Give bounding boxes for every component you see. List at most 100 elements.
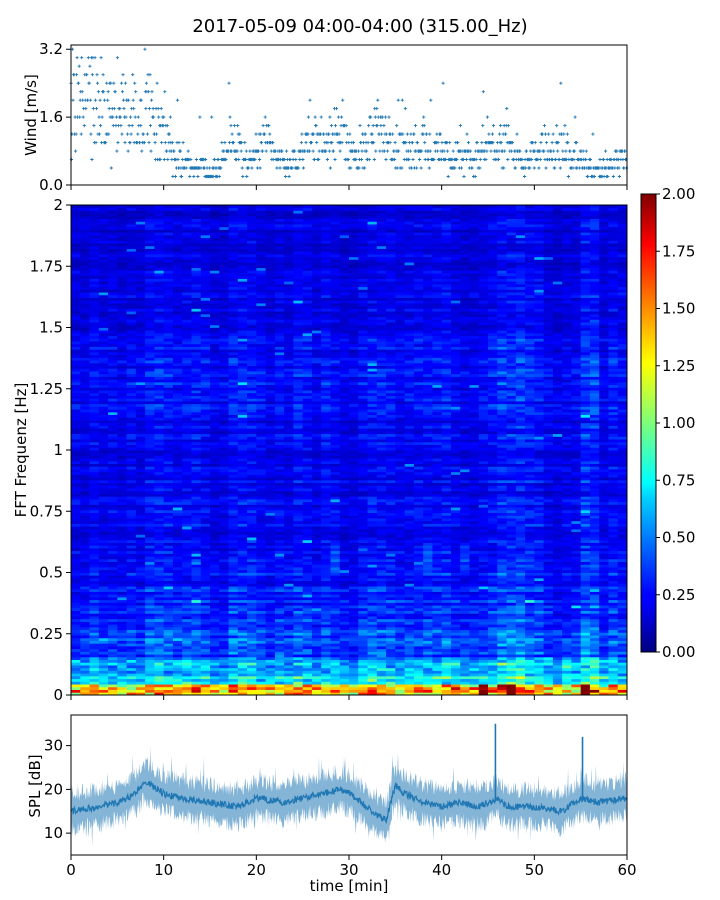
heatmap-cell: [432, 686, 443, 690]
heatmap-cell: [599, 572, 609, 576]
heatmap-cell: [478, 496, 489, 500]
heatmap-cell: [284, 583, 294, 587]
heatmap-cell: [506, 499, 517, 503]
heatmap-cell: [330, 518, 341, 522]
heatmap-cell: [589, 640, 600, 644]
heatmap-cell: [395, 591, 405, 595]
heatmap-cell: [562, 607, 572, 612]
heatmap-cell: [228, 678, 239, 682]
heatmap-cell: [441, 537, 452, 541]
heatmap-cell: [237, 670, 248, 674]
heatmap-cell: [256, 509, 266, 514]
heatmap-cell: [135, 523, 146, 527]
heatmap-cell: [98, 471, 109, 475]
heatmap-cell: [135, 520, 146, 524]
heatmap-cell: [608, 567, 619, 571]
heatmap-cell: [413, 621, 424, 625]
heatmap-cell: [126, 610, 137, 614]
heatmap-cell: [172, 637, 183, 641]
heatmap-cell: [321, 548, 331, 552]
heatmap-cell: [599, 485, 609, 489]
heatmap-cell: [256, 673, 266, 677]
heatmap-cell: [349, 618, 359, 622]
heatmap-cell: [358, 482, 368, 486]
heatmap-cell: [589, 662, 600, 666]
heatmap-cell: [89, 548, 100, 552]
heatmap-cell: [617, 616, 628, 620]
heatmap-cell: [237, 518, 248, 522]
heatmap-cell: [80, 545, 90, 549]
heatmap-cell: [228, 618, 239, 622]
heatmap-cell: [469, 499, 480, 503]
heatmap-cell: [339, 632, 350, 636]
heatmap-cell: [469, 613, 480, 617]
heatmap-cell: [80, 548, 90, 552]
heatmap-cell: [145, 640, 155, 644]
heatmap-cell: [311, 662, 322, 666]
heatmap-cell: [330, 572, 341, 576]
heatmap-cell: [284, 594, 294, 598]
heatmap-cell: [108, 659, 118, 663]
heatmap-cell: [80, 507, 90, 511]
heatmap-cell: [386, 588, 396, 592]
heatmap-cell: [404, 569, 415, 573]
heatmap-cell: [441, 567, 452, 571]
heatmap-cell: [367, 583, 378, 587]
heatmap-cell: [228, 626, 239, 631]
heatmap-cell: [210, 605, 220, 609]
heatmap-cell: [571, 654, 582, 658]
heatmap-cell: [311, 665, 322, 669]
heatmap-cell: [376, 577, 387, 582]
heatmap-cell: [571, 485, 582, 489]
heatmap-cell: [349, 567, 359, 571]
heatmap-cell: [543, 648, 554, 652]
heatmap-cell: [358, 692, 368, 696]
heatmap-cell: [172, 580, 183, 584]
heatmap-cell: [571, 626, 582, 631]
heatmap-cell: [358, 613, 368, 617]
heatmap-cell: [256, 542, 266, 546]
heatmap-cell: [413, 564, 424, 568]
heatmap-cell: [256, 488, 266, 492]
heatmap-cell: [145, 471, 155, 475]
heatmap-cell: [599, 659, 609, 663]
heatmap-cell: [589, 567, 600, 571]
heatmap-cell: [163, 479, 174, 484]
heatmap-cell: [274, 583, 285, 587]
heatmap-cell: [228, 471, 239, 475]
heatmap-cell: [543, 558, 554, 563]
heatmap-cell: [506, 493, 517, 497]
heatmap-cell: [460, 507, 470, 511]
heatmap-cell: [135, 531, 146, 535]
heatmap-cell: [562, 616, 572, 620]
heatmap-cell: [488, 656, 498, 661]
heatmap-cell: [117, 646, 127, 650]
heatmap-cell: [460, 545, 470, 549]
heatmap-cell: [469, 665, 480, 669]
heatmap-cell: [339, 605, 350, 609]
heatmap-cell: [589, 607, 600, 612]
heatmap-cell: [395, 613, 405, 617]
heatmap-cell: [515, 613, 526, 617]
heatmap-cell: [423, 686, 433, 690]
heatmap-cell: [145, 654, 155, 658]
heatmap-cell: [460, 618, 470, 622]
heatmap-cell: [460, 610, 470, 614]
heatmap-cell: [330, 675, 341, 680]
heatmap-cell: [293, 469, 304, 473]
heatmap-cell: [432, 485, 443, 489]
heatmap-cell: [552, 686, 563, 690]
heatmap-cell: [71, 550, 81, 554]
heatmap-cell: [145, 537, 155, 541]
heatmap-cell: [265, 537, 276, 541]
heatmap-cell: [534, 583, 544, 587]
heatmap-cell: [330, 613, 341, 617]
heatmap-cell: [210, 654, 220, 658]
heatmap-cell: [274, 539, 285, 543]
heatmap-cell: [525, 518, 535, 522]
heatmap-cell: [219, 675, 229, 680]
heatmap-cell: [98, 577, 109, 582]
heatmap-cell: [395, 496, 405, 500]
heatmap-cell: [488, 597, 498, 601]
heatmap-cell: [515, 477, 526, 481]
